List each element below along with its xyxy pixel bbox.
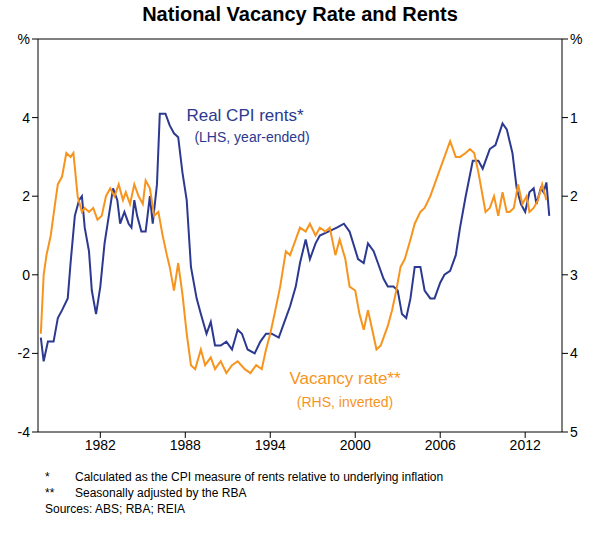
svg-text:1: 1 xyxy=(570,110,578,126)
svg-text:5: 5 xyxy=(570,424,578,440)
svg-text:-4: -4 xyxy=(18,424,31,440)
svg-text:2: 2 xyxy=(22,188,30,204)
html-text:Calculated as the CPI measure: Calculated as the CPI measure of rents r… xyxy=(75,470,444,484)
html-text:Vacancy rate**: Vacancy rate** xyxy=(289,369,401,388)
svg-text:4: 4 xyxy=(22,110,30,126)
html-text:(LHS, year-ended): (LHS, year-ended) xyxy=(194,129,310,145)
svg-text:2000: 2000 xyxy=(340,437,371,453)
svg-text:1988: 1988 xyxy=(170,437,201,453)
svg-text:%: % xyxy=(18,31,30,47)
svg-text:2006: 2006 xyxy=(425,437,456,453)
svg-text:%: % xyxy=(570,31,582,47)
html-text:Sources: ABS; RBA; REIA: Sources: ABS; RBA; REIA xyxy=(45,502,186,516)
svg-text:2012: 2012 xyxy=(510,437,541,453)
svg-text:-2: -2 xyxy=(18,345,31,361)
svg-text:4: 4 xyxy=(570,345,578,361)
html-text:National Vacancy Rate and Rent: National Vacancy Rate and Rents xyxy=(142,3,458,25)
svg-text:0: 0 xyxy=(22,267,30,283)
html-text:Seasonally adjusted by the RBA: Seasonally adjusted by the RBA xyxy=(75,486,247,500)
svg-text:3: 3 xyxy=(570,267,578,283)
html-text:(RHS, inverted): (RHS, inverted) xyxy=(296,394,394,410)
svg-text:2: 2 xyxy=(570,188,578,204)
svg-text:1994: 1994 xyxy=(255,437,286,453)
svg-text:1982: 1982 xyxy=(85,437,116,453)
html-text:Real CPI rents*: Real CPI rents* xyxy=(186,106,304,125)
